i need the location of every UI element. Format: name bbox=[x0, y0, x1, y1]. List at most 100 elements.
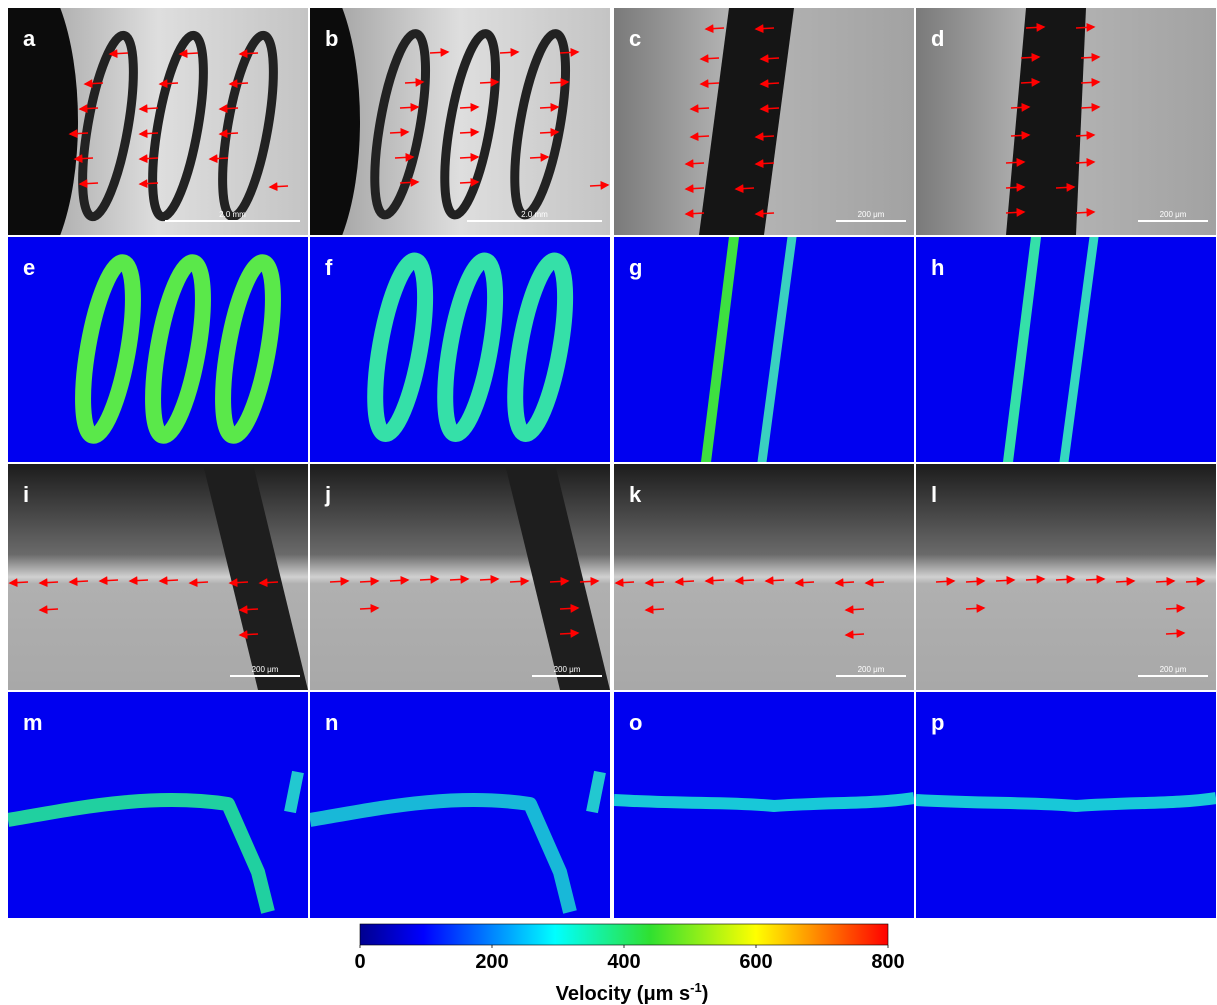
arrow bbox=[734, 576, 755, 586]
arrow bbox=[759, 79, 780, 89]
arrow bbox=[73, 154, 94, 164]
arrow bbox=[459, 177, 480, 187]
arrow bbox=[138, 154, 159, 164]
scale-bar-label: 2.0 mm bbox=[219, 210, 246, 219]
panel: a 2.0 mm bbox=[8, 8, 308, 235]
flow bbox=[507, 252, 574, 442]
arrow bbox=[359, 576, 380, 586]
coil bbox=[78, 30, 138, 222]
colorbar-tick-label: 600 bbox=[739, 951, 772, 973]
arrow bbox=[699, 54, 720, 64]
arrow bbox=[228, 79, 249, 89]
label-text: Velocity (μm s bbox=[556, 983, 691, 1005]
arrow bbox=[394, 152, 415, 162]
arrow bbox=[1165, 603, 1186, 613]
arrow bbox=[158, 79, 179, 89]
wire bbox=[203, 464, 308, 690]
arrow bbox=[1020, 52, 1041, 62]
arrow bbox=[689, 104, 710, 114]
arrow bbox=[228, 578, 249, 588]
coil bbox=[218, 30, 278, 222]
coil bbox=[510, 29, 571, 220]
coil bbox=[370, 29, 431, 220]
arrow bbox=[8, 578, 29, 588]
arrow bbox=[238, 630, 259, 640]
arrow bbox=[684, 159, 705, 169]
arrow bbox=[699, 79, 720, 89]
scale-bar-label: 200 μm bbox=[858, 210, 885, 219]
panel-letter: c bbox=[629, 26, 641, 51]
panel: k 200 μm bbox=[614, 464, 914, 690]
arrow bbox=[1080, 102, 1101, 112]
arrow bbox=[399, 102, 420, 112]
panel-letter: i bbox=[23, 482, 29, 507]
arrow bbox=[754, 24, 775, 34]
label-suffix: ) bbox=[702, 983, 709, 1005]
panel: d 200 μm bbox=[916, 8, 1216, 235]
panel-letter: p bbox=[931, 710, 944, 735]
panel-letter: a bbox=[23, 26, 36, 51]
arrow bbox=[704, 576, 725, 586]
flow bbox=[701, 237, 739, 462]
arrow bbox=[559, 628, 580, 638]
flow bbox=[215, 254, 281, 444]
arrow bbox=[83, 79, 104, 89]
arrow bbox=[238, 605, 259, 615]
flow bbox=[145, 254, 211, 444]
dark-region bbox=[8, 8, 78, 235]
panel-letter: n bbox=[325, 710, 338, 735]
arrow bbox=[98, 576, 119, 586]
arrow bbox=[539, 102, 560, 112]
arrow bbox=[614, 578, 635, 588]
arrow bbox=[834, 578, 855, 588]
arrow bbox=[218, 129, 239, 139]
arrow bbox=[589, 180, 610, 190]
image bbox=[916, 464, 1216, 690]
arrow bbox=[759, 54, 780, 64]
scale-bar-label: 200 μm bbox=[1160, 665, 1187, 674]
arrow bbox=[1080, 77, 1101, 87]
arrow bbox=[754, 159, 775, 169]
arrow bbox=[1005, 157, 1026, 167]
arrow bbox=[1010, 102, 1031, 112]
dark-region bbox=[310, 8, 360, 235]
arrow bbox=[754, 209, 775, 219]
arrow bbox=[218, 104, 239, 114]
flow bbox=[614, 792, 914, 813]
wire bbox=[1006, 8, 1086, 235]
colorbar bbox=[359, 923, 889, 946]
panel-letter: e bbox=[23, 255, 35, 280]
arrow bbox=[1165, 628, 1186, 638]
arrow bbox=[759, 104, 780, 114]
arrow bbox=[754, 132, 775, 142]
arrow bbox=[1005, 182, 1026, 192]
wire bbox=[699, 8, 794, 235]
arrow bbox=[1080, 52, 1101, 62]
colorbar-tick-label: 400 bbox=[607, 951, 640, 973]
arrow bbox=[128, 576, 149, 586]
flow bbox=[757, 237, 797, 462]
arrow bbox=[138, 104, 159, 114]
arrow bbox=[509, 576, 530, 586]
arrow bbox=[1010, 130, 1031, 140]
panel-letter: g bbox=[629, 255, 642, 280]
arrow bbox=[995, 575, 1016, 585]
arrow bbox=[138, 179, 159, 189]
wire bbox=[505, 464, 610, 690]
arrow bbox=[1155, 576, 1176, 586]
arrow bbox=[579, 576, 600, 586]
arrow bbox=[1075, 130, 1096, 140]
colorbar-tick-label: 800 bbox=[871, 951, 904, 973]
arrow bbox=[864, 578, 885, 588]
arrow bbox=[399, 177, 420, 187]
arrow bbox=[188, 578, 209, 588]
panel: c 200 μm bbox=[614, 8, 914, 235]
arrow bbox=[935, 576, 956, 586]
arrow bbox=[268, 182, 289, 192]
arrow bbox=[68, 129, 89, 139]
colorbar-label: Velocity (μm s-1) bbox=[556, 980, 709, 1005]
arrow bbox=[644, 578, 665, 588]
image bbox=[614, 464, 914, 690]
flow bbox=[1059, 237, 1099, 462]
